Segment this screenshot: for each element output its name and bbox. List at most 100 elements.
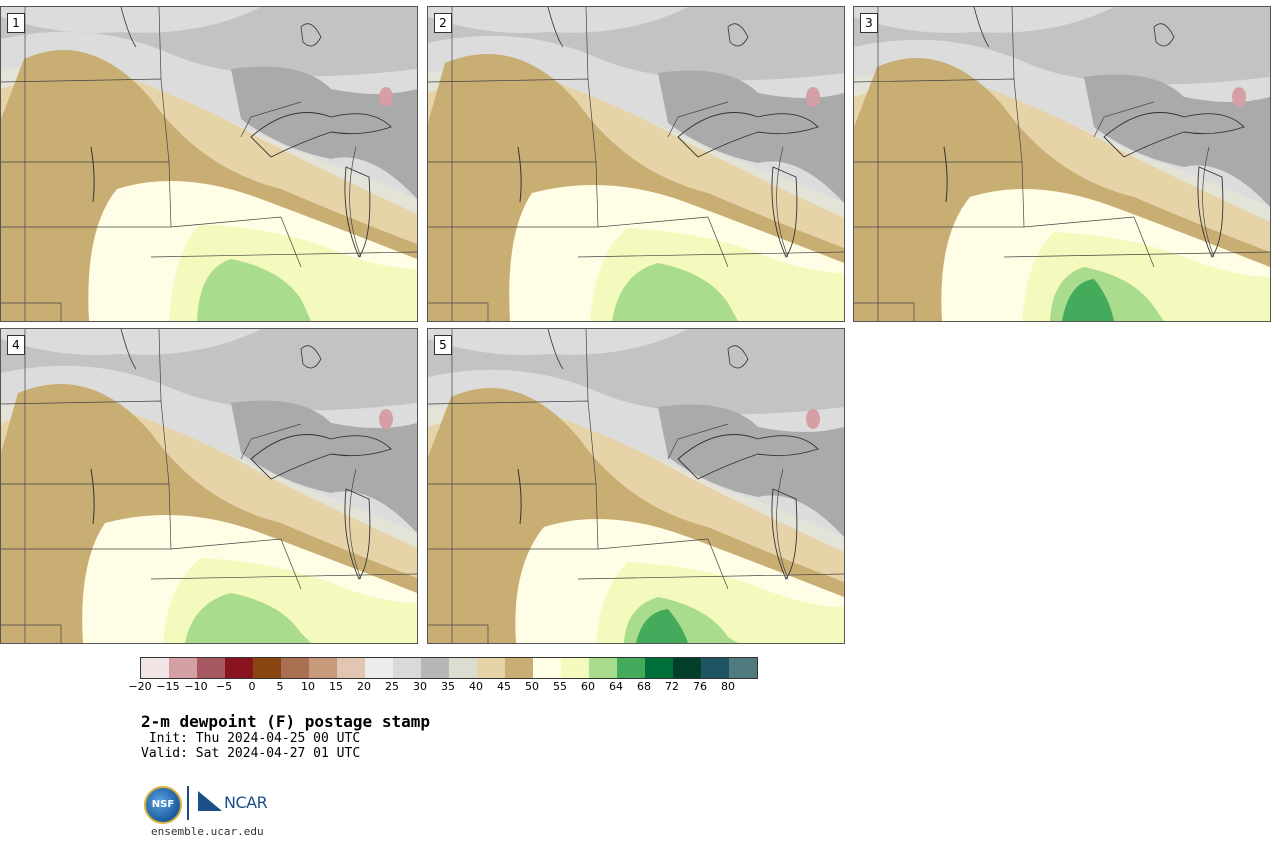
state-boundary xyxy=(1003,251,1270,258)
state-boundary xyxy=(150,573,417,580)
dark-gray-band xyxy=(231,66,417,199)
river-outline xyxy=(943,146,948,203)
state-boundary xyxy=(1,78,170,163)
lake-michigan-outline xyxy=(771,488,798,580)
member-panel-3: 3 xyxy=(853,6,1271,322)
colorbar-swatch xyxy=(477,658,505,678)
lake-outline xyxy=(300,23,322,47)
dewpoint-map-2 xyxy=(428,7,844,321)
state-boundary xyxy=(240,423,302,460)
member-panel-4: 4 xyxy=(0,328,418,644)
pink-spot xyxy=(379,87,393,107)
member-panel-5: 5 xyxy=(427,328,845,644)
state-boundary xyxy=(1023,216,1135,228)
state-boundary xyxy=(158,329,162,402)
state-boundary xyxy=(577,251,844,258)
panel-number-3: 3 xyxy=(860,13,878,33)
logos: NSF NCAR xyxy=(144,784,274,824)
state-boundary xyxy=(428,78,597,163)
colorbar-swatch xyxy=(673,658,701,678)
green-region xyxy=(197,259,311,321)
colorbar-tick-label: 20 xyxy=(357,680,371,693)
river-outline xyxy=(90,468,95,525)
gray-band xyxy=(1,329,417,411)
dark-green-region xyxy=(1062,279,1114,321)
state-boundary xyxy=(240,101,302,138)
pink-spot xyxy=(806,87,820,107)
dewpoint-map-5 xyxy=(428,329,844,643)
colorbar-swatch xyxy=(197,658,225,678)
pink-spot xyxy=(806,409,820,429)
colorbar-swatch xyxy=(617,658,645,678)
colorbar-tick-label: 80 xyxy=(721,680,735,693)
colorbar-swatch xyxy=(561,658,589,678)
colorbar-tick-label: 40 xyxy=(469,680,483,693)
logo-divider xyxy=(187,786,189,820)
river-outline xyxy=(120,7,137,48)
colorbar-tick-label: 0 xyxy=(248,680,256,693)
state-boundary xyxy=(150,251,417,258)
state-boundary xyxy=(667,101,729,138)
dark-gray-band xyxy=(658,70,844,203)
lake-michigan-outline xyxy=(771,166,798,258)
green-region xyxy=(185,593,311,643)
state-boundary xyxy=(667,423,729,460)
colorbar-tick-label: 72 xyxy=(665,680,679,693)
colorbar-swatch xyxy=(281,658,309,678)
state-boundary xyxy=(1093,101,1155,138)
state-boundary xyxy=(1202,146,1215,258)
lake-michigan-outline xyxy=(344,166,371,258)
river-outline xyxy=(120,329,137,370)
valid-time: Valid: Sat 2024-04-27 01 UTC xyxy=(141,746,361,761)
dark-gray-band xyxy=(231,400,417,533)
gray-band xyxy=(854,7,1270,85)
state-boundary xyxy=(707,538,729,590)
colorbar-swatch xyxy=(505,658,533,678)
colorbar-tick-label: 50 xyxy=(525,680,539,693)
lake-superior-outline xyxy=(1103,112,1245,158)
dark-gray-band xyxy=(1084,74,1270,207)
colorbar-tick-label: −5 xyxy=(215,680,233,693)
colorbar-swatch xyxy=(449,658,477,678)
init-time: Init: Thu 2024-04-25 00 UTC xyxy=(141,731,361,746)
ncar-logo-icon xyxy=(198,791,222,811)
river-outline xyxy=(973,7,990,48)
state-boundary xyxy=(1133,216,1155,268)
lake-michigan-outline xyxy=(1197,166,1224,258)
colorbar-swatch xyxy=(729,658,757,678)
colorbar-swatch xyxy=(365,658,393,678)
state-boundary xyxy=(349,468,362,580)
colorbar xyxy=(140,657,758,679)
site-url[interactable]: ensemble.ucar.edu xyxy=(151,825,264,838)
state-boundary xyxy=(585,329,589,402)
state-boundary xyxy=(1,400,170,485)
dewpoint-map-1 xyxy=(1,7,417,321)
lake-outline xyxy=(300,345,322,369)
lake-superior-outline xyxy=(250,434,392,480)
state-boundary xyxy=(280,538,302,590)
state-boundary xyxy=(158,7,162,80)
gray-band xyxy=(1,7,417,77)
state-boundary xyxy=(776,468,789,580)
colorbar-swatch xyxy=(141,658,169,678)
state-boundary xyxy=(707,216,729,268)
green-region xyxy=(612,263,738,321)
pink-spot xyxy=(379,409,393,429)
colorbar-tick-label: 35 xyxy=(441,680,455,693)
river-outline xyxy=(547,7,564,48)
colorbar-tick-label: 55 xyxy=(553,680,567,693)
state-boundary xyxy=(597,538,709,550)
lake-michigan-outline xyxy=(344,488,371,580)
colorbar-ticks: −20 −15 −10 −5 0 5 10 15 20 25 30 35 40 45 50 55 60 64 68 7… xyxy=(128,680,756,694)
state-boundary xyxy=(428,400,597,485)
colorbar-swatch xyxy=(337,658,365,678)
state-boundary xyxy=(597,216,709,228)
colorbar-tick-label: 64 xyxy=(609,680,623,693)
lake-superior-outline xyxy=(677,112,819,158)
colorbar-tick-label: 10 xyxy=(301,680,315,693)
colorbar-swatch xyxy=(645,658,673,678)
pink-spot xyxy=(1232,87,1246,107)
colorbar-swatch xyxy=(533,658,561,678)
panel-number-4: 4 xyxy=(7,335,25,355)
colorbar-tick-label: 76 xyxy=(693,680,707,693)
